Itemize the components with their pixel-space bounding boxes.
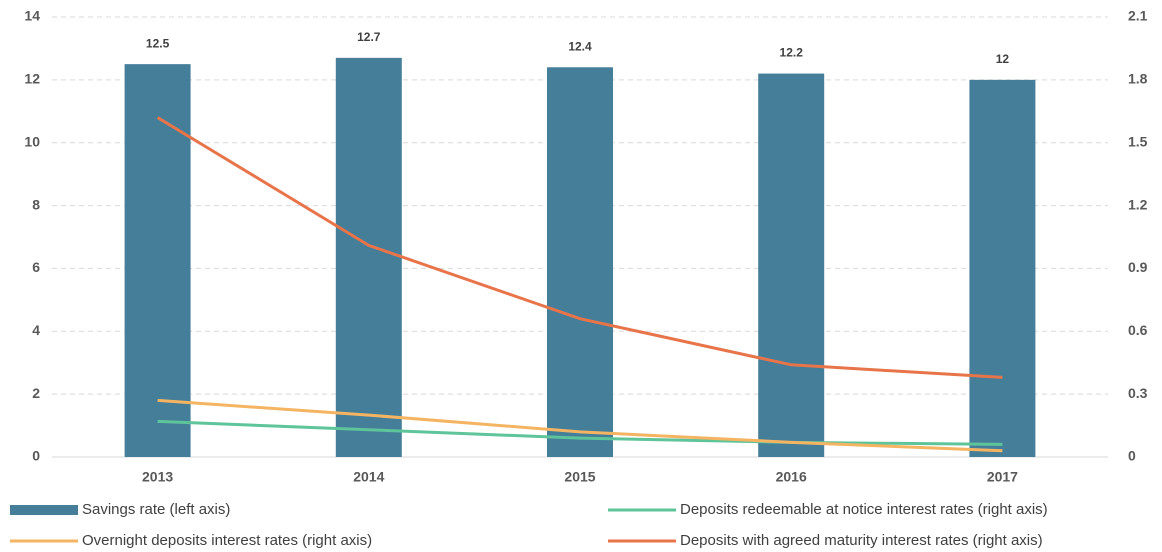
y-tick-label: 0 bbox=[32, 448, 40, 464]
line bbox=[157, 398, 1003, 453]
bar bbox=[969, 79, 1036, 457]
y2-tick-label: 0.6 bbox=[1128, 322, 1148, 338]
y-tick-label: 14 bbox=[24, 8, 40, 24]
y2-tick-label: 0.3 bbox=[1128, 385, 1148, 401]
data-label: 12.4 bbox=[568, 39, 592, 53]
data-label: 12.7 bbox=[357, 30, 381, 44]
line bbox=[157, 419, 1003, 446]
data-label: 12 bbox=[996, 52, 1010, 66]
y2-tick-label: 1.2 bbox=[1128, 196, 1148, 212]
legend-label: Savings rate (left axis) bbox=[82, 501, 230, 518]
y-tick-label: 8 bbox=[32, 196, 40, 212]
y2-tick-label: 1.5 bbox=[1128, 133, 1148, 149]
line bbox=[156, 116, 1003, 379]
data-label: 12.5 bbox=[146, 36, 170, 50]
bar bbox=[758, 73, 825, 458]
y-tick-label: 12 bbox=[24, 71, 40, 87]
y2-tick-label: 0.9 bbox=[1128, 259, 1148, 275]
y-tick-label: 6 bbox=[32, 259, 40, 275]
y2-tick-label: 0 bbox=[1128, 448, 1136, 464]
bar bbox=[124, 64, 191, 458]
x-tick-label: 2013 bbox=[142, 469, 173, 485]
legend-label: Overnight deposits interest rates (right… bbox=[82, 532, 372, 549]
legend-label: Deposits redeemable at notice interest r… bbox=[680, 501, 1048, 518]
y2-tick-label: 2.1 bbox=[1128, 8, 1148, 24]
legend-swatch bbox=[10, 505, 78, 515]
legend-label: Deposits with agreed maturity interest r… bbox=[680, 532, 1043, 549]
y-tick-label: 2 bbox=[32, 385, 40, 401]
bar bbox=[547, 67, 613, 458]
data-label: 12.2 bbox=[780, 46, 804, 60]
x-tick-label: 2014 bbox=[353, 469, 384, 485]
y-tick-label: 10 bbox=[24, 133, 40, 149]
x-tick-label: 2016 bbox=[776, 469, 807, 485]
x-tick-label: 2015 bbox=[564, 469, 595, 485]
y2-tick-label: 1.8 bbox=[1128, 71, 1148, 87]
x-tick-label: 2017 bbox=[987, 469, 1018, 485]
bar bbox=[335, 57, 402, 457]
y-tick-label: 4 bbox=[32, 322, 40, 338]
